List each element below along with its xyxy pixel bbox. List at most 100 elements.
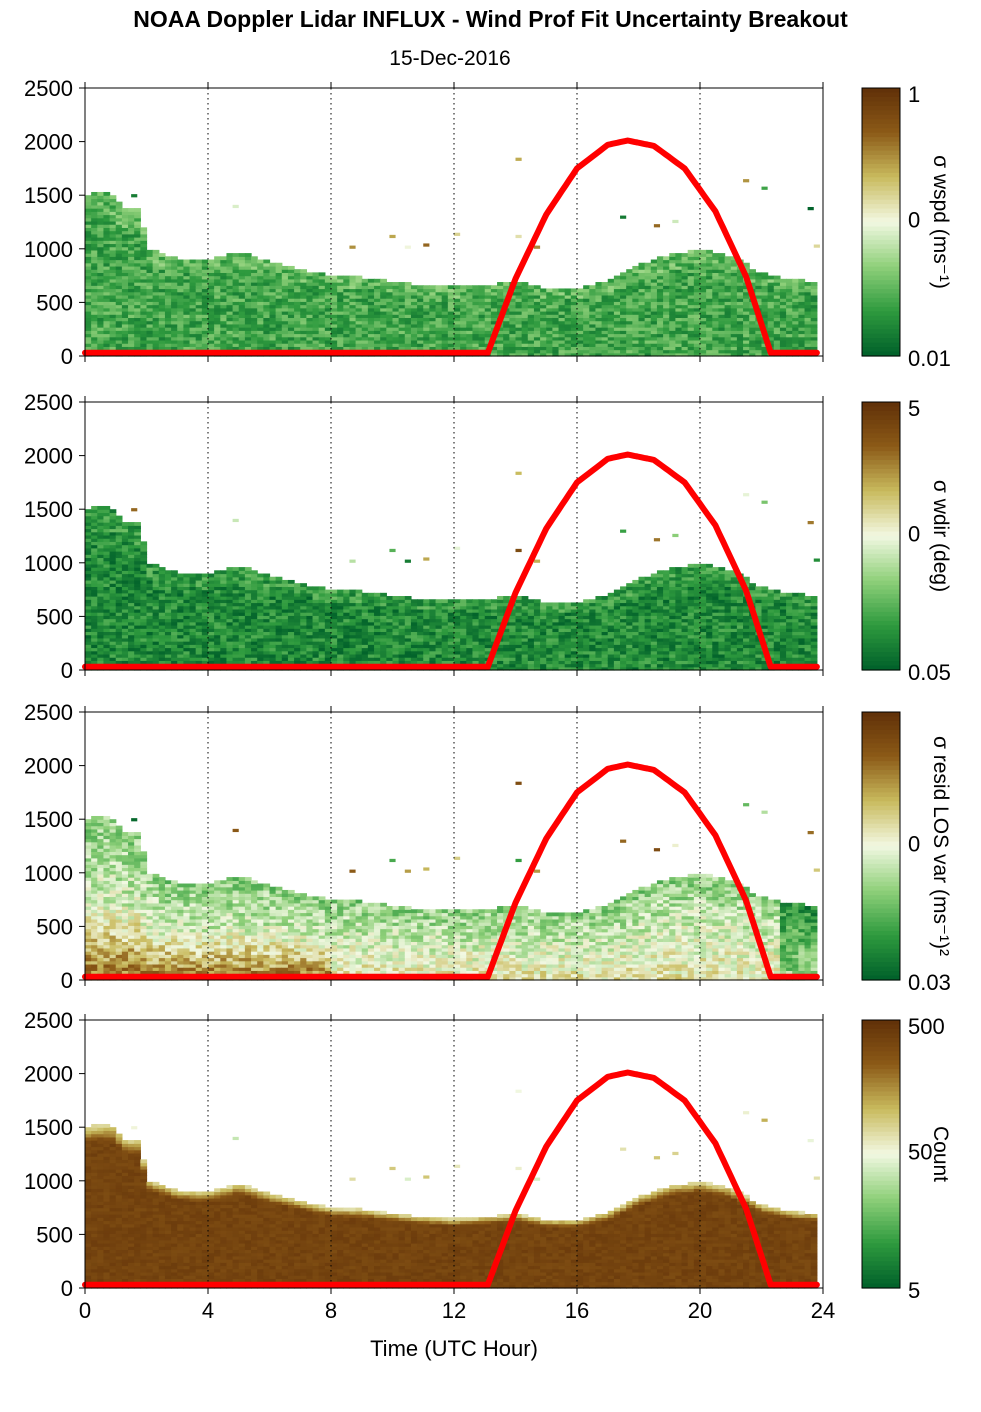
heatmap-cell: [656, 317, 664, 322]
heatmap-cell: [736, 346, 744, 351]
heatmap-cell: [472, 294, 480, 299]
heatmap-cell: [115, 624, 123, 629]
heatmap-cell: [718, 253, 726, 257]
heatmap-cell: [85, 531, 92, 536]
heatmap-cell: [786, 320, 793, 325]
heatmap-cell: [503, 352, 510, 357]
heatmap-cell: [521, 317, 529, 322]
heatmap-cell: [429, 330, 437, 335]
heatmap-cell: [447, 320, 455, 325]
heatmap-cell: [620, 307, 627, 312]
heatmap-cell: [712, 278, 720, 283]
heatmap-cell: [564, 327, 572, 331]
heatmap-cell: [220, 291, 228, 296]
heatmap-cell: [232, 336, 240, 341]
heatmap-cell: [251, 314, 258, 319]
heatmap-cell: [103, 592, 111, 597]
heatmap-cell: [355, 294, 363, 299]
heatmap-cell: [232, 256, 240, 261]
heatmap-cell: [607, 352, 615, 357]
heatmap-cell: [564, 301, 572, 306]
heatmap-cell: [718, 330, 726, 335]
heatmap-cell: [312, 343, 320, 347]
heatmap-cell: [675, 262, 683, 267]
heatmap-cell: [109, 204, 117, 209]
colorbar-segment: [862, 128, 900, 134]
heatmap-cell: [103, 278, 111, 283]
heatmap-cell: [128, 288, 135, 293]
heatmap-cell: [712, 285, 720, 290]
heatmap-cell: [509, 323, 517, 328]
heatmap-cell: [810, 314, 818, 319]
heatmap-cell: [300, 343, 307, 347]
heatmap-cell: [103, 220, 111, 225]
heatmap-cell: [269, 339, 277, 344]
heatmap-cell: [706, 256, 713, 261]
heatmap-cell: [121, 339, 129, 344]
heatmap-cell: [361, 294, 369, 299]
heatmap-cell: [743, 265, 750, 270]
heatmap-cell: [109, 240, 117, 245]
heatmap-cell: [164, 291, 172, 296]
heatmap-cell: [672, 219, 679, 224]
heatmap-cell: [730, 285, 738, 290]
heatmap-cell: [306, 282, 314, 286]
heatmap-cell: [417, 323, 424, 328]
heatmap-cell: [91, 621, 98, 626]
heatmap-cell: [755, 298, 763, 302]
heatmap-cell: [589, 298, 597, 302]
heatmap-cell: [669, 323, 676, 328]
heatmap-cell: [355, 307, 363, 312]
heatmap-cell: [527, 346, 535, 351]
heatmap-cell: [349, 282, 357, 286]
heatmap-cell: [810, 298, 818, 302]
heatmap-cell: [521, 352, 529, 357]
heatmap-cell: [164, 320, 172, 325]
heatmap-cell: [232, 310, 240, 315]
heatmap-cell: [201, 320, 209, 325]
heatmap-cell: [97, 589, 105, 594]
heatmap-cell: [638, 278, 646, 283]
heatmap-cell: [423, 317, 430, 322]
heatmap-cell: [626, 327, 633, 331]
heatmap-cell: [718, 346, 726, 351]
heatmap-cell: [650, 349, 658, 354]
heatmap-cell: [466, 310, 474, 315]
heatmap-cell: [386, 317, 394, 322]
heatmap-cell: [146, 333, 154, 338]
heatmap-cell: [374, 336, 381, 341]
heatmap-cell: [85, 509, 92, 514]
heatmap-cell: [134, 227, 141, 232]
heatmap-cell: [263, 327, 271, 331]
heatmap-cell: [152, 285, 160, 290]
heatmap-cell: [226, 285, 234, 290]
heatmap-cell: [134, 301, 141, 306]
heatmap-cell: [324, 314, 332, 319]
heatmap-cell: [109, 294, 117, 299]
heatmap-cell: [232, 301, 240, 306]
heatmap-cell: [220, 288, 228, 293]
heatmap-cell: [675, 301, 683, 306]
heatmap-cell: [712, 336, 720, 341]
heatmap-cell: [232, 317, 240, 322]
heatmap-cell: [91, 240, 98, 245]
heatmap-cell: [374, 314, 381, 319]
heatmap-cell: [558, 301, 566, 306]
y-tick-label: 500: [36, 290, 73, 315]
heatmap-cell: [115, 522, 123, 526]
heatmap-cell: [595, 320, 603, 325]
heatmap-cell: [355, 323, 363, 328]
heatmap-cell: [515, 288, 523, 293]
heatmap-cell: [533, 349, 541, 354]
heatmap-cell: [324, 291, 332, 296]
heatmap-cell: [398, 301, 406, 306]
heatmap-cell: [97, 567, 105, 571]
heatmap-cell: [195, 298, 203, 302]
heatmap-cell: [85, 198, 92, 203]
heatmap-cell: [404, 333, 412, 338]
heatmap-cell: [749, 346, 756, 351]
heatmap-cell: [687, 320, 695, 325]
heatmap-cell: [103, 269, 111, 273]
heatmap-cell: [263, 298, 271, 302]
heatmap-cell: [656, 259, 664, 264]
